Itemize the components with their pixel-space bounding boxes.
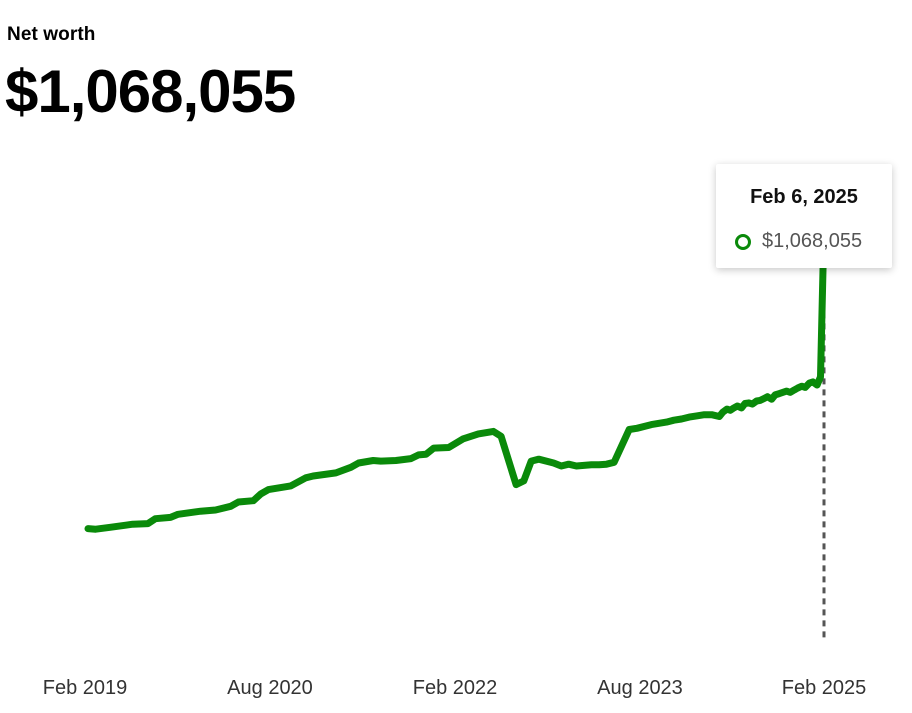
net-worth-label: Net worth bbox=[7, 24, 96, 45]
tooltip: Feb 6, 2025 $1,068,055 bbox=[716, 164, 892, 268]
x-tick-label: Aug 2020 bbox=[227, 677, 313, 699]
tooltip-value: $1,068,055 bbox=[762, 230, 863, 252]
x-axis: Feb 2019 Aug 2020 Feb 2022 Aug 2023 Feb 2025 bbox=[43, 677, 867, 699]
tooltip-row: $1,068,055 bbox=[735, 230, 862, 253]
net-worth-line bbox=[84, 222, 828, 533]
tooltip-date: Feb 6, 2025 bbox=[750, 186, 858, 208]
x-tick-label: Aug 2023 bbox=[597, 677, 683, 699]
x-tick-label: Feb 2025 bbox=[782, 677, 867, 699]
x-tick-label: Feb 2019 bbox=[43, 677, 128, 699]
net-worth-value: $1,068,055 bbox=[5, 58, 296, 125]
series-marker-icon bbox=[735, 233, 751, 250]
x-tick-label: Feb 2022 bbox=[413, 677, 498, 699]
